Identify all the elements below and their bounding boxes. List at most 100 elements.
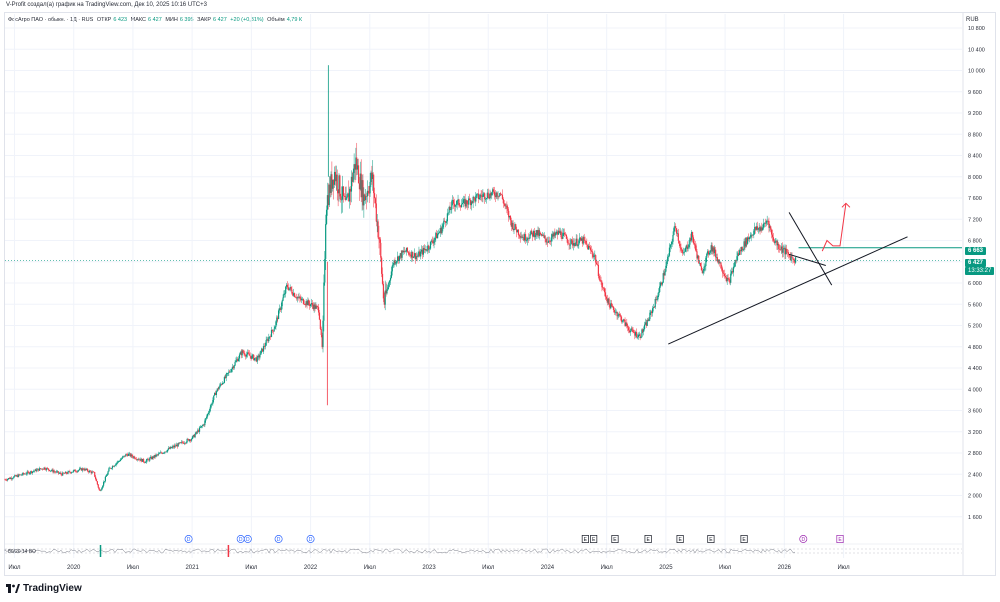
event-badge-earnings[interactable] (836, 535, 844, 543)
event-badge-dividend[interactable] (274, 535, 283, 543)
event-badge-earnings[interactable] (611, 535, 619, 543)
candle-body (764, 223, 766, 224)
event-badge-earnings[interactable] (707, 535, 715, 543)
candle-body (441, 227, 443, 234)
candle-body (183, 443, 186, 444)
candle-body (52, 469, 54, 473)
event-badge-earnings[interactable] (644, 535, 652, 543)
candle-body (160, 452, 162, 454)
candle-body (175, 444, 178, 447)
candle-body (649, 312, 651, 320)
candle-body (276, 317, 278, 322)
candle-body (41, 468, 43, 470)
candle-body (216, 388, 218, 392)
candle-body (171, 447, 173, 449)
candle-body (464, 198, 466, 207)
support-trendline[interactable] (668, 236, 908, 345)
candle-body (731, 271, 734, 273)
candle-body (325, 224, 327, 259)
candle-body (450, 209, 452, 210)
candle-body (783, 248, 785, 250)
candle-body (739, 250, 742, 252)
candle-body (542, 234, 544, 236)
candle-body (564, 234, 567, 236)
candle-body (541, 234, 544, 236)
candle-body (616, 311, 618, 317)
candle-body (744, 241, 746, 247)
candle-body (613, 309, 615, 313)
candle-body (608, 298, 610, 305)
candle-body (600, 280, 602, 282)
candle-body (317, 307, 320, 313)
event-badge-earnings[interactable] (590, 535, 598, 543)
candle-body (786, 248, 788, 252)
candle-body (73, 469, 75, 471)
triangle-upper-line[interactable] (788, 212, 833, 286)
candle-body (667, 256, 669, 262)
legend-symbol[interactable]: ФосАгро ПАО · обыкн. · 1Д · RUS (8, 17, 94, 23)
event-badge-dividend[interactable] (306, 535, 315, 543)
event-badge-earnings[interactable] (676, 535, 684, 543)
candle-body (143, 461, 146, 463)
projection-arrow[interactable] (821, 203, 847, 252)
y-tick-label: 4 800 (968, 345, 982, 351)
candle-body (270, 329, 273, 337)
candle-body (390, 271, 393, 278)
candle-body (407, 251, 409, 253)
candle-body (144, 462, 146, 464)
candle-body (460, 204, 463, 208)
event-badge-dividend[interactable] (799, 535, 808, 543)
candle-body (226, 373, 228, 375)
candle-body (498, 195, 500, 197)
y-tick-label: 8 000 (968, 175, 982, 181)
candle-body (661, 282, 663, 285)
currency-label[interactable]: RUB (966, 17, 979, 23)
candle-body (374, 198, 377, 204)
candle-body (332, 179, 334, 189)
legend-low-label: МИН (165, 17, 178, 23)
candle-body (133, 456, 135, 458)
event-badge-dividend[interactable] (184, 535, 193, 543)
candle-body (215, 391, 218, 395)
event-badge-earnings[interactable] (740, 535, 748, 543)
candle-body (495, 192, 497, 198)
candle-body (118, 461, 121, 462)
candle-body (663, 273, 665, 276)
candle-body (447, 212, 449, 214)
event-badge-label: E (646, 537, 650, 543)
y-tick-label: 7 600 (968, 196, 982, 202)
candle-body (75, 471, 77, 473)
candle-body (726, 277, 728, 282)
candle-body (704, 266, 706, 267)
candle-body (58, 473, 60, 474)
candle-body (621, 321, 623, 322)
candle-body (530, 230, 532, 235)
candle-body (248, 353, 250, 356)
tradingview-logo[interactable]: TradingView (6, 583, 82, 594)
candle-body (477, 193, 480, 200)
triangle-lower-line[interactable] (788, 253, 826, 266)
candle-body (21, 474, 23, 476)
event-badge-dividend[interactable] (243, 535, 252, 543)
candle-body (413, 256, 415, 258)
candle-body (568, 243, 570, 245)
candle-body (493, 191, 496, 196)
event-badge-label: D (309, 537, 313, 543)
chart-credit: V-Profit создал(а) график на TradingView… (6, 2, 207, 8)
candle-body (532, 232, 534, 237)
candle-body (716, 257, 719, 262)
candle-body (517, 229, 520, 235)
candle-body (667, 255, 670, 257)
candle-body (527, 238, 529, 239)
candle-body (222, 382, 225, 384)
candle-body (491, 192, 493, 196)
candle-body (510, 220, 512, 227)
candle-body (789, 255, 791, 261)
candle-body (304, 304, 306, 306)
candle-body (785, 248, 787, 255)
x-tick-label: 2021 (185, 565, 199, 571)
event-badge-earnings[interactable] (581, 535, 589, 543)
candle-body (408, 252, 410, 255)
candle-body (634, 332, 636, 336)
